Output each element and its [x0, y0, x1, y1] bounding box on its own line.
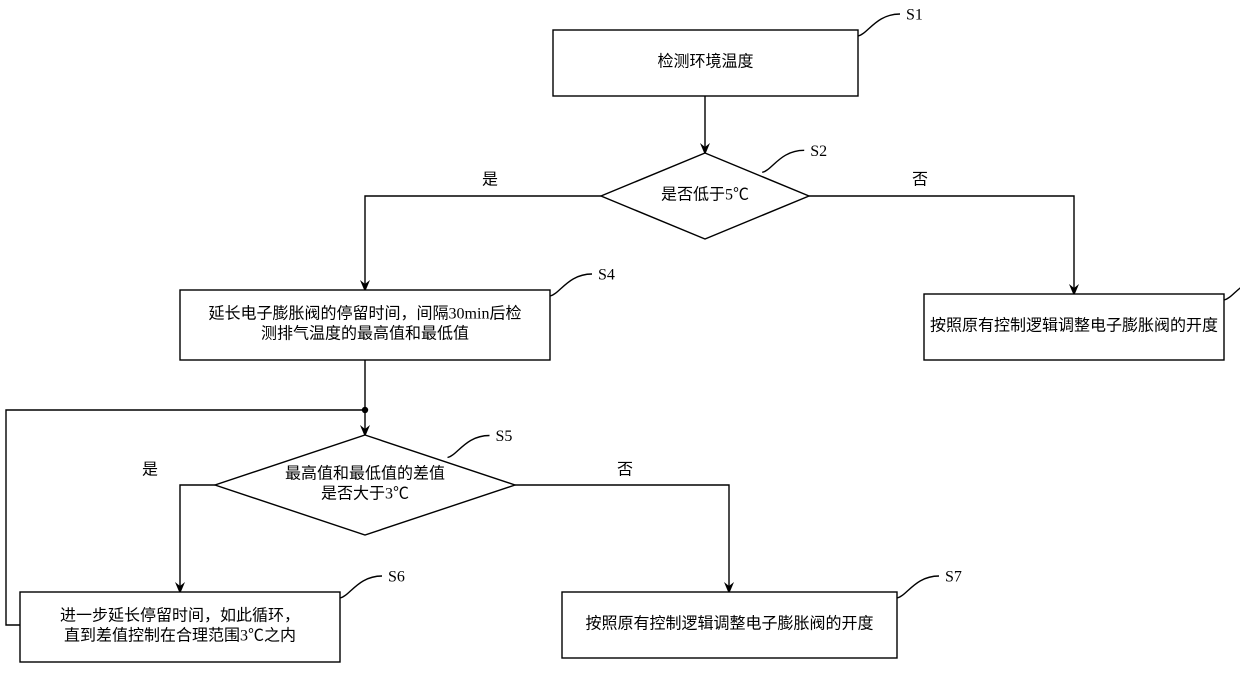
flow-diamond-text-s2-0: 是否低于5℃: [661, 186, 749, 204]
step-label: S4: [598, 267, 615, 284]
flow-diamond-text-s5-1: 是否大于3℃: [321, 485, 409, 503]
flow-rect-text-s4-1: 测排气温度的最高值和最低值: [261, 325, 469, 343]
flow-diamond-text-s5-0: 最高值和最低值的差值: [285, 465, 445, 483]
edge-label-5: 否: [617, 462, 633, 479]
flow-rect-text-s3-0: 按照原有控制逻辑调整电子膨胀阀的开度: [930, 317, 1218, 335]
flow-rect-text-s7-0: 按照原有控制逻辑调整电子膨胀阀的开度: [585, 615, 873, 633]
nodes-layer: 检测环境温度是否低于5℃ 按照原有控制逻辑调整电子膨胀阀的开度 延长电子膨胀阀的停留…: [20, 30, 1224, 662]
flow-rect-text-s6-0: 进一步延长停留时间，如此循环，: [60, 607, 300, 625]
edge-label-2: 否: [912, 172, 928, 189]
step-label: S2: [810, 143, 827, 160]
flow-rect-text-s4-0: 延长电子膨胀阀的停留时间，间隔30min后检: [209, 305, 522, 323]
flowchart: 检测环境温度是否低于5℃ 按照原有控制逻辑调整电子膨胀阀的开度 延长电子膨胀阀的停留…: [0, 0, 1240, 685]
flow-rect-text-s1-0: 检测环境温度: [657, 52, 753, 71]
flow-rect-text-s6-1: 直到差值控制在合理范围3℃之内: [64, 627, 296, 645]
edge-label-1: 是: [482, 172, 498, 189]
edge-label-4: 是: [142, 462, 158, 479]
step-label: S5: [496, 428, 513, 445]
edge-1: [365, 196, 601, 290]
step-label: S6: [388, 569, 405, 586]
edge-2: [809, 196, 1074, 294]
edge-5: [515, 485, 729, 592]
step-label: S1: [906, 7, 923, 24]
step-label: S7: [945, 569, 962, 586]
edge-4: [180, 485, 215, 592]
edge-join-dot-6: [362, 407, 368, 413]
